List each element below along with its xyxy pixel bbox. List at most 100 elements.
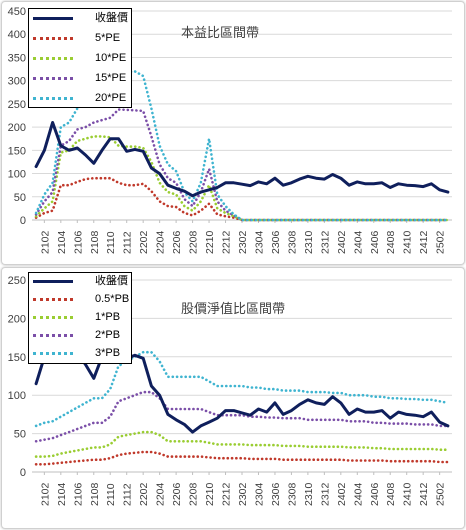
x-tick-label: 2106 [72, 230, 84, 254]
x-tick-label: 2206 [171, 230, 183, 254]
x-tick-label: 2308 [286, 482, 298, 506]
x-tick-label: 2202 [138, 482, 150, 506]
x-tick-label: 2312 [319, 482, 331, 506]
x-tick-label: 2410 [402, 482, 414, 506]
legend-label: 3*PB [95, 347, 121, 359]
x-tick-label: 2310 [303, 230, 315, 254]
y-tick-label: 150 [8, 352, 26, 364]
x-tick-label: 2410 [402, 230, 414, 254]
x-tick-label: 2112 [122, 231, 134, 254]
x-tick-label: 2104 [56, 230, 68, 254]
x-tick-label: 2408 [385, 482, 397, 506]
pb-chart-legend: 收盤價 0.5*PB 1*PB 2*PB 3*PB [28, 272, 132, 364]
legend-label: 2*PB [95, 329, 121, 341]
pb-band-chart-panel: 0 50 100 150 200 250 2102 2104 2106 2108 2110 2112 2… [0, 266, 466, 530]
series-line-4 [34, 350, 450, 428]
y-tick-label: 0 [20, 215, 26, 227]
x-tick-label: 2312 [319, 230, 331, 254]
series-line-1 [34, 450, 450, 466]
x-tick-label: 2306 [270, 230, 282, 254]
legend-swatch [33, 280, 73, 283]
legend-swatch [33, 316, 73, 319]
x-tick-label: 2208 [188, 482, 200, 506]
series-line-3 [34, 108, 450, 222]
x-tick-label: 2304 [253, 482, 265, 506]
pb-chart-title: 股價淨值比區間帶 [181, 302, 286, 317]
y-tick-label: 50 [14, 192, 26, 204]
x-tick-label: 2402 [336, 230, 348, 254]
legend-swatch [33, 352, 73, 355]
series-line-4 [34, 70, 450, 222]
x-tick-label: 2108 [89, 482, 101, 506]
legend-item: 收盤價 [29, 274, 131, 288]
x-tick-label: 2304 [253, 230, 265, 254]
legend-item: 20*PE [29, 91, 131, 105]
y-tick-label: 100 [8, 169, 26, 181]
legend-item: 0.5*PB [29, 292, 131, 306]
x-tick-label: 2406 [369, 482, 381, 506]
x-tick-label: 2112 [122, 483, 134, 506]
legend-label: 收盤價 [95, 275, 128, 287]
legend-item: 15*PE [29, 71, 131, 85]
y-tick-label: 100 [8, 390, 26, 402]
pe-chart-title: 本益比區間帶 [181, 26, 260, 41]
y-tick-label: 200 [8, 122, 26, 134]
x-tick-label: 2212 [221, 482, 233, 506]
x-tick-label: 2102 [39, 482, 51, 506]
x-tick-label: 2310 [303, 482, 315, 506]
x-tick-label: 2306 [270, 482, 282, 506]
series-line-0 [34, 121, 450, 198]
y-tick-label: 300 [8, 76, 26, 88]
x-tick-label: 2210 [204, 230, 216, 254]
legend-label: 15*PE [95, 72, 127, 84]
legend-item: 10*PE [29, 51, 131, 65]
x-tick-label: 2408 [385, 230, 397, 254]
series-line-2 [34, 430, 450, 458]
x-tick-label: 2406 [369, 230, 381, 254]
y-tick-label: 250 [8, 99, 26, 111]
x-tick-label: 2402 [336, 482, 348, 506]
y-tick-label: 150 [8, 145, 26, 157]
x-tick-label: 2412 [418, 230, 430, 254]
y-tick-label: 400 [8, 29, 26, 41]
legend-item: 5*PE [29, 31, 131, 45]
x-tick-label: 2212 [221, 230, 233, 254]
y-tick-label: 200 [8, 313, 26, 325]
x-tick-label: 2102 [39, 230, 51, 254]
pe-band-chart-panel: 0 50 100 150 200 250 300 350 400 450 2102 2104 2106 2… [0, 0, 466, 266]
x-tick-label: 2208 [188, 230, 200, 254]
legend-swatch [33, 57, 73, 60]
y-tick-label: 250 [8, 275, 26, 287]
legend-swatch [33, 17, 73, 20]
legend-label: 20*PE [95, 92, 127, 104]
legend-label: 1*PB [95, 311, 121, 323]
x-tick-label: 2206 [171, 482, 183, 506]
pe-band-chart: 0 50 100 150 200 250 300 350 400 450 2102 2104 2106 2… [8, 6, 452, 254]
x-tick-label: 2404 [352, 230, 364, 254]
legend-item: 收盤價 [29, 11, 131, 25]
y-tick-label: 50 [14, 429, 26, 441]
legend-swatch [33, 97, 73, 100]
x-tick-label: 2204 [155, 482, 167, 506]
legend-swatch [33, 298, 73, 301]
x-tick-label: 2302 [237, 482, 249, 506]
x-tick-label: 2104 [56, 482, 68, 506]
x-tick-label: 2110 [105, 231, 117, 254]
x-tick-label: 2210 [204, 482, 216, 506]
series-line-2 [34, 135, 450, 222]
legend-swatch [33, 37, 73, 40]
legend-swatch [33, 334, 73, 337]
legend-label: 0.5*PB [95, 293, 130, 305]
legend-swatch [33, 77, 73, 80]
x-tick-label: 2412 [418, 482, 430, 506]
y-tick-label: 350 [8, 52, 26, 64]
legend-item: 3*PB [29, 346, 131, 360]
x-tick-label: 2202 [138, 230, 150, 254]
legend-label: 10*PE [95, 52, 127, 64]
legend-item: 2*PB [29, 328, 131, 342]
y-tick-label: 0 [20, 467, 26, 479]
x-tick-label: 2108 [89, 230, 101, 254]
x-tick-label: 2502 [435, 230, 447, 254]
legend-label: 收盤價 [95, 12, 128, 24]
x-tick-label: 2404 [352, 482, 364, 506]
